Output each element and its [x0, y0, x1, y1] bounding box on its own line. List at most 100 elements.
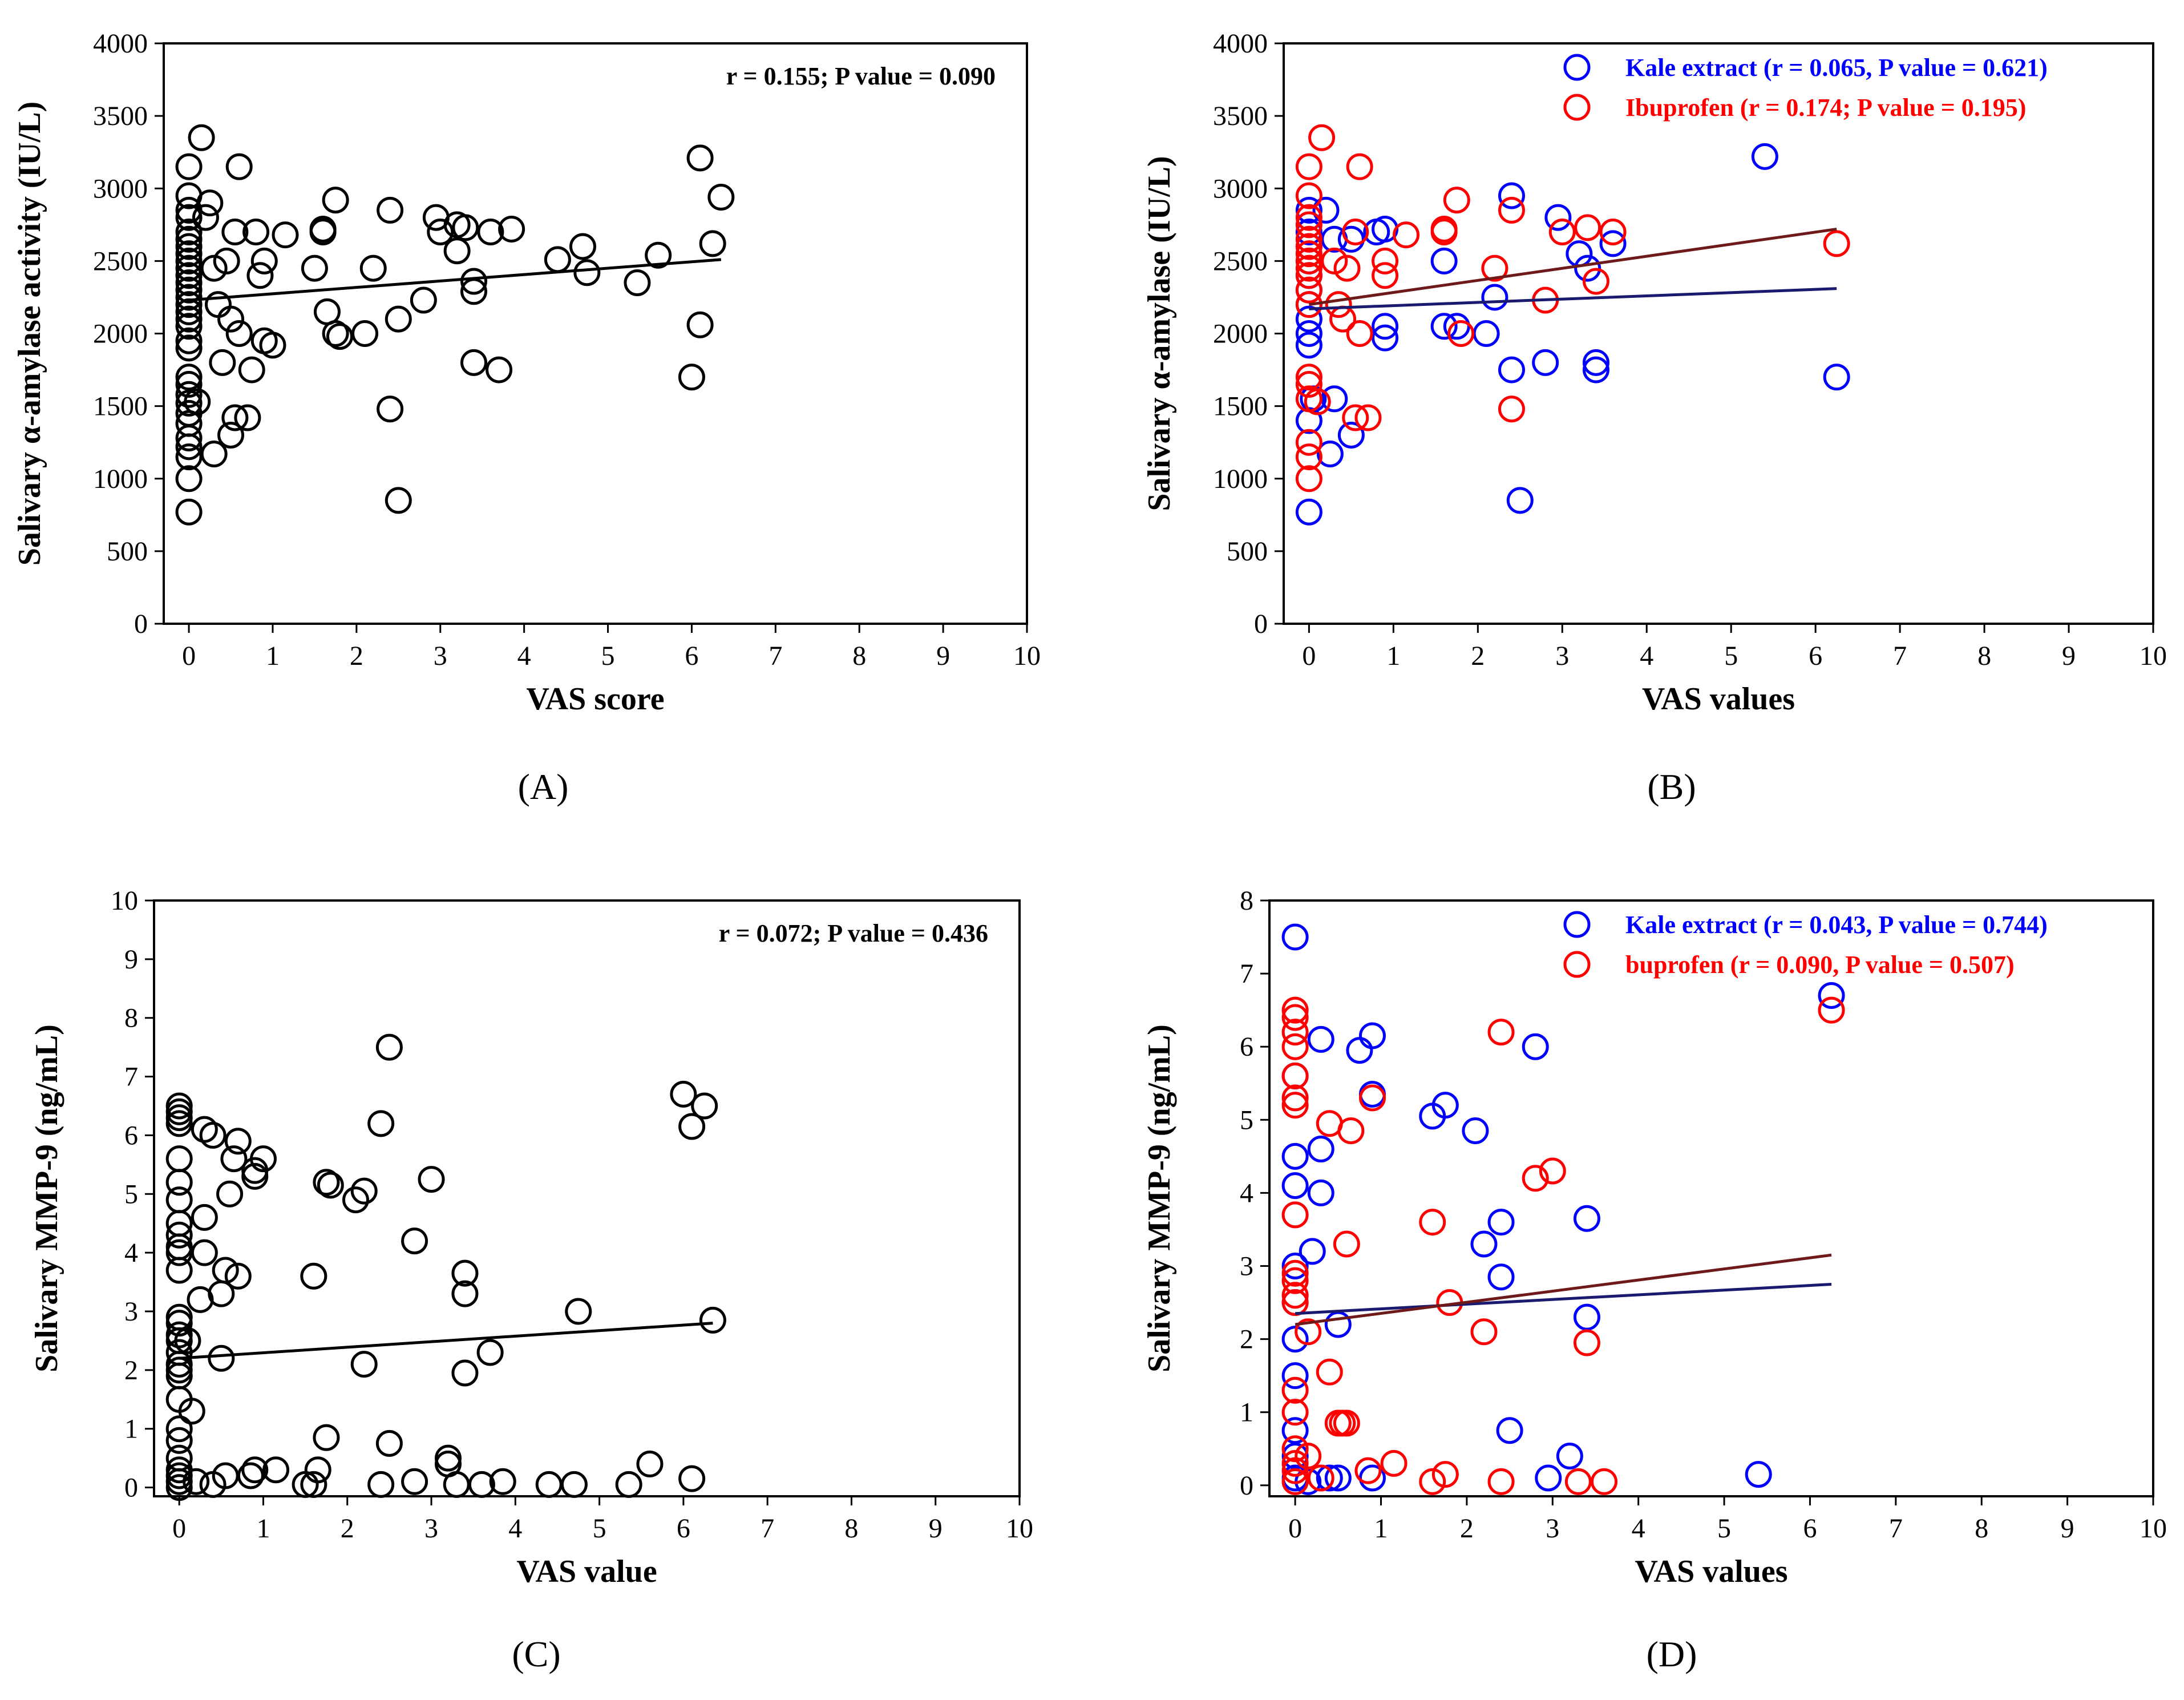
data-point: [191, 1239, 218, 1266]
x-tick-label: 4: [1640, 641, 1653, 671]
data-point: [183, 1468, 210, 1495]
x-tick-label: 7: [769, 641, 782, 671]
data-point: [1522, 1165, 1549, 1192]
x-tick-label: 6: [677, 1513, 690, 1544]
data-point: [351, 320, 379, 347]
y-tick-label: 3500: [1213, 101, 1268, 131]
legend-marker: [1563, 951, 1591, 978]
data-point: [1419, 1209, 1446, 1236]
panel-label: (C): [512, 1634, 560, 1674]
data-point: [1281, 1259, 1309, 1287]
data-point: [1573, 1205, 1600, 1232]
data-point: [1372, 262, 1399, 289]
data-point: [565, 1298, 592, 1325]
data-point: [498, 215, 525, 243]
data-point: [1544, 204, 1572, 231]
data-point: [1281, 1019, 1309, 1046]
data-point: [1316, 441, 1344, 468]
data-point: [377, 395, 404, 423]
data-point: [199, 1121, 227, 1149]
data-point: [1818, 996, 1845, 1024]
data-point: [1470, 1230, 1498, 1258]
data-point: [1470, 1318, 1498, 1346]
data-point: [699, 1306, 726, 1334]
x-axis-label: VAS values: [1635, 1554, 1787, 1589]
data-point: [707, 184, 735, 211]
data-point: [489, 1468, 516, 1495]
data-point: [175, 443, 203, 471]
data-point: [410, 286, 437, 314]
data-point: [544, 246, 571, 273]
data-point: [1295, 196, 1322, 224]
regression-line: [1309, 287, 1837, 310]
data-point: [1307, 1025, 1334, 1053]
data-point: [1324, 1464, 1352, 1492]
legend-marker: [1563, 94, 1591, 121]
data-point: [375, 1033, 403, 1061]
data-point: [1496, 1417, 1523, 1444]
y-tick-label: 9: [124, 944, 138, 975]
data-point: [1281, 1092, 1309, 1119]
x-tick-label: 0: [1302, 641, 1316, 671]
data-point: [209, 349, 236, 376]
y-tick-label: 2: [124, 1355, 138, 1386]
x-tick-label: 1: [1386, 641, 1400, 671]
correlation-annotation: r = 0.155; P value = 0.090: [726, 62, 996, 90]
data-point: [367, 1110, 395, 1137]
data-point: [359, 255, 387, 282]
data-point: [175, 219, 203, 246]
x-tick-label: 3: [424, 1513, 438, 1544]
data-point: [1372, 324, 1399, 352]
data-point: [560, 1471, 588, 1498]
data-point: [1342, 404, 1369, 431]
data-point: [569, 233, 596, 260]
data-point: [1304, 388, 1331, 415]
y-tick-label: 2000: [93, 319, 148, 349]
y-tick-label: 7: [124, 1062, 138, 1092]
y-axis-label: Salivary α-amylase activity (IU/L): [12, 102, 47, 566]
data-point: [1447, 320, 1475, 347]
data-point: [615, 1471, 642, 1498]
legend-entry: Ibuprofen (r = 0.174; P value = 0.195): [1625, 94, 2026, 122]
data-point: [250, 247, 278, 274]
x-tick-label: 9: [929, 1513, 943, 1544]
data-point: [1337, 421, 1365, 449]
data-point: [1573, 1329, 1600, 1356]
y-tick-label: 1500: [93, 391, 148, 422]
legend-marker: [1563, 54, 1591, 81]
data-point: [196, 189, 224, 217]
data-point: [175, 498, 203, 526]
data-point: [1295, 429, 1322, 456]
data-point: [165, 1221, 193, 1249]
data-point: [225, 320, 253, 347]
data-point: [1281, 1004, 1309, 1031]
data-point: [1487, 1468, 1515, 1495]
data-point: [670, 1080, 697, 1108]
data-point: [1281, 1376, 1309, 1404]
y-tick-label: 10: [111, 886, 138, 916]
data-point: [686, 144, 714, 172]
data-point: [1295, 219, 1322, 246]
x-tick-label: 0: [1288, 1513, 1302, 1544]
data-point: [486, 356, 513, 383]
data-point: [237, 1462, 264, 1489]
data-point: [468, 1471, 495, 1498]
x-tick-label: 9: [2062, 641, 2076, 671]
data-point: [636, 1450, 664, 1477]
data-point: [1281, 1252, 1309, 1279]
data-point: [1316, 1358, 1343, 1386]
data-point: [216, 1180, 244, 1208]
data-point: [1281, 1201, 1309, 1229]
data-point: [678, 364, 705, 391]
data-point: [645, 241, 672, 269]
data-point: [1295, 291, 1322, 318]
data-point: [1295, 1318, 1322, 1346]
data-point: [326, 323, 353, 350]
x-tick-label: 4: [508, 1513, 522, 1544]
data-point: [1498, 356, 1525, 383]
data-point: [1295, 364, 1322, 391]
data-point: [191, 1204, 218, 1231]
data-point: [192, 204, 219, 231]
data-point: [1481, 284, 1508, 311]
